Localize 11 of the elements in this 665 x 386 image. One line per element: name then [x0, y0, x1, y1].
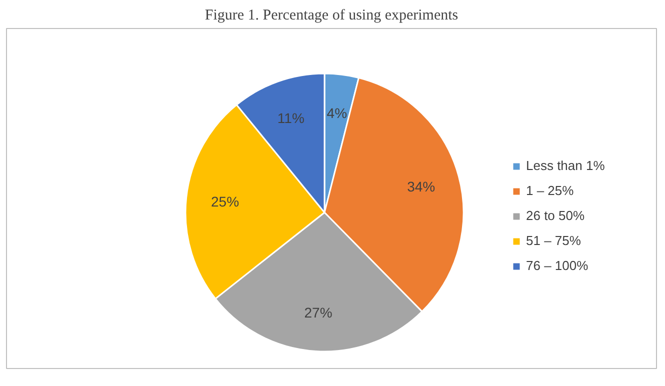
legend-label: 51 – 75%: [526, 233, 581, 248]
data-label: 34%: [407, 178, 436, 194]
legend-label: 26 to 50%: [526, 208, 585, 223]
data-label: 11%: [277, 110, 304, 126]
legend-label: 76 – 100%: [526, 258, 588, 273]
data-label: 27%: [304, 304, 332, 320]
data-label: 25%: [211, 194, 240, 210]
chart-title: Figure 1. Percentage of using experiments: [204, 8, 458, 24]
data-label: 4%: [326, 105, 348, 122]
legend-label: Less than 1%: [526, 158, 605, 173]
legend-label: 1 – 25%: [526, 183, 574, 198]
